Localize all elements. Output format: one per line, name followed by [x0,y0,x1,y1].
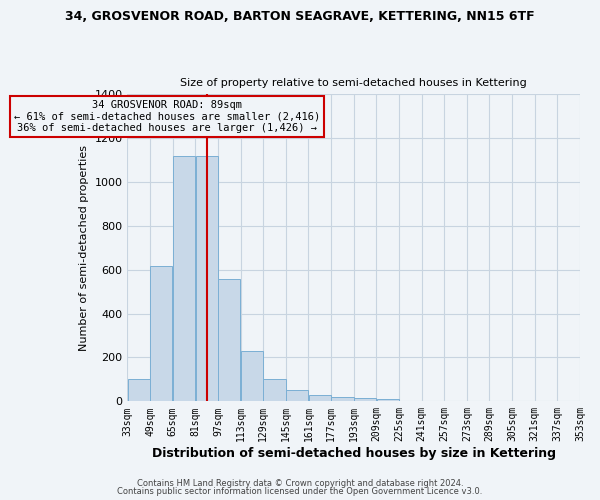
Bar [150,266,172,402]
Bar [308,395,331,402]
Text: 34 GROSVENOR ROAD: 89sqm
← 61% of semi-detached houses are smaller (2,416)
36% o: 34 GROSVENOR ROAD: 89sqm ← 61% of semi-d… [14,100,320,133]
Bar [196,156,218,402]
Bar [377,399,399,402]
X-axis label: Distribution of semi-detached houses by size in Kettering: Distribution of semi-detached houses by … [152,447,556,460]
Bar [173,156,195,402]
Text: Contains public sector information licensed under the Open Government Licence v3: Contains public sector information licen… [118,487,482,496]
Bar [218,278,241,402]
Text: 34, GROSVENOR ROAD, BARTON SEAGRAVE, KETTERING, NN15 6TF: 34, GROSVENOR ROAD, BARTON SEAGRAVE, KET… [65,10,535,23]
Bar [331,397,353,402]
Bar [263,378,286,402]
Y-axis label: Number of semi-detached properties: Number of semi-detached properties [79,145,89,351]
Title: Size of property relative to semi-detached houses in Kettering: Size of property relative to semi-detach… [181,78,527,88]
Text: Contains HM Land Registry data © Crown copyright and database right 2024.: Contains HM Land Registry data © Crown c… [137,478,463,488]
Bar [241,351,263,402]
Bar [128,380,150,402]
Bar [286,390,308,402]
Bar [354,398,376,402]
